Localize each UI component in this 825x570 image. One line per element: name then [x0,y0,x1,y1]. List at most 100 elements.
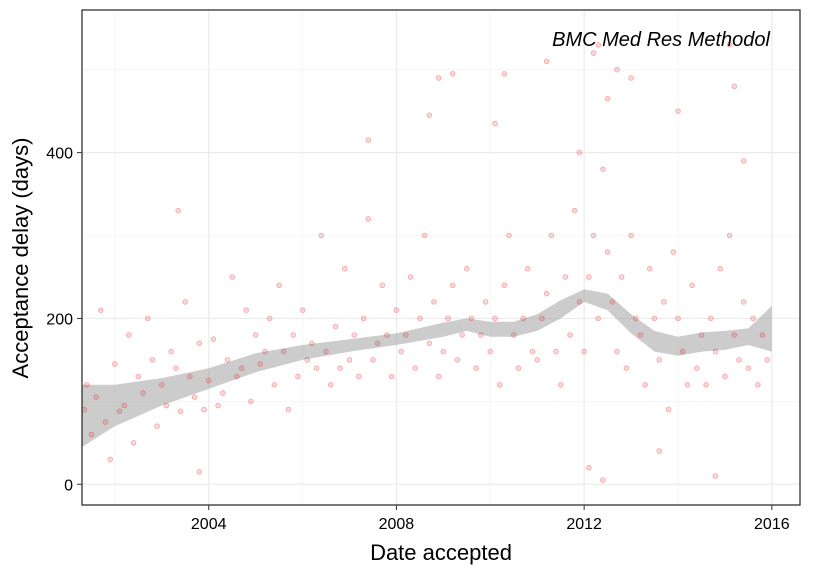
data-point [590,50,597,56]
data-point [159,381,165,388]
data-point [407,274,414,280]
plot-border [81,9,801,506]
data-point [356,373,362,380]
data-point [736,357,742,363]
data-point [731,332,738,338]
data-point [590,232,597,239]
data-point [449,71,456,77]
data-point [567,332,573,338]
x-axis: 2004 2008 2012 2016 [191,505,790,533]
data-point [327,381,334,388]
x-tick-label: 2004 [191,516,227,533]
data-point [557,381,564,388]
y-axis: 0 200 400 [46,146,82,494]
y-tick-label: 200 [46,311,73,328]
data-point [360,315,367,322]
data-point [745,365,752,372]
data-point [445,315,451,322]
data-point [173,365,179,372]
data-point [661,299,667,305]
data-point [365,216,372,222]
data-point [750,315,756,322]
data-point [576,299,583,305]
data-point [257,361,264,367]
data-point [524,265,531,272]
data-point [309,340,315,347]
data-point [698,332,705,338]
data-point [262,348,268,355]
data-point [220,390,226,396]
data-point [426,112,433,119]
data-point [168,348,175,355]
data-point [102,419,109,425]
smooth-band [82,289,772,447]
data-point [576,149,583,156]
data-point [332,323,339,330]
data-point [313,365,320,372]
data-point [412,365,419,372]
data-point [454,357,461,363]
data-point [215,402,221,409]
y-axis-title: Acceptance delay (days) [8,138,33,379]
data-point [487,348,494,355]
data-point [501,282,508,289]
data-point [175,207,182,214]
points-layer [81,41,770,483]
data-point [764,357,770,363]
grid [82,10,800,505]
data-point [726,232,733,239]
data-point [98,307,104,314]
data-point [341,265,348,272]
data-point [492,315,498,322]
data-point [126,332,132,338]
data-point [707,315,714,322]
data-point [473,365,480,372]
data-point [431,299,437,305]
data-point [534,357,540,363]
data-point [628,232,634,239]
data-point [201,406,207,413]
data-point [646,265,653,272]
data-point [468,315,475,322]
data-point [191,394,198,401]
data-point [252,332,259,338]
data-point [515,365,522,372]
data-point [482,299,489,305]
data-point [135,373,142,380]
y-tick-label: 400 [46,146,73,163]
data-point [656,448,662,454]
data-point [140,390,146,396]
data-point [295,373,301,380]
data-point [93,394,99,401]
data-point [88,431,95,438]
data-point [496,381,503,388]
data-point [501,71,508,77]
data-point [623,365,630,372]
data-point [426,340,433,347]
data-point [656,357,662,363]
data-point [346,357,353,363]
data-point [595,41,601,48]
data-point [304,357,311,363]
data-point [365,137,372,144]
data-point [384,332,390,338]
data-point [632,315,639,322]
data-point [266,315,273,322]
data-point [205,377,212,384]
data-point [703,381,709,388]
data-point [539,315,545,322]
data-point [107,456,113,463]
data-point [238,365,245,372]
data-point [684,381,691,388]
data-point [187,373,193,380]
data-point [717,265,723,272]
data-point [628,75,634,81]
data-point [299,307,306,314]
data-point [478,332,484,338]
data-point [440,348,447,355]
data-point [248,398,254,405]
y-tick-label: 0 [64,477,73,494]
data-point [553,348,559,355]
data-point [581,348,587,355]
data-point [600,477,606,483]
